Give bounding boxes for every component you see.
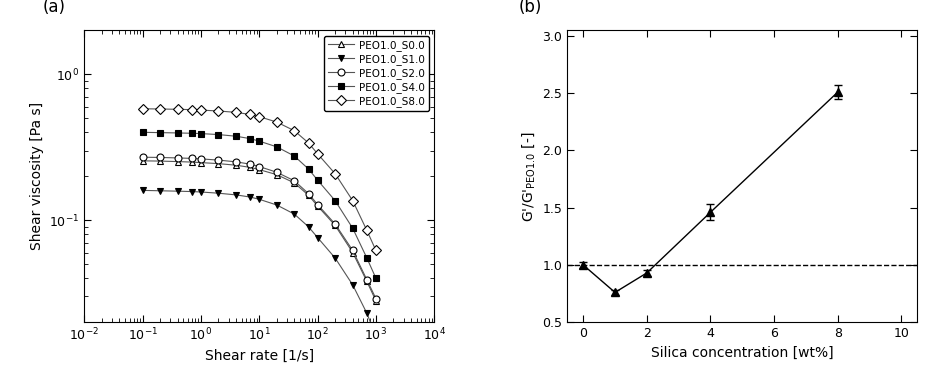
PEO1.0_S1.0	[347, 283, 358, 287]
PEO1.0_S0.0	[312, 204, 323, 208]
PEO1.0_S1.0	[230, 193, 241, 197]
PEO1.0_S4.0	[303, 167, 314, 171]
Legend: PEO1.0_S0.0, PEO1.0_S1.0, PEO1.0_S2.0, PEO1.0_S4.0, PEO1.0_S8.0: PEO1.0_S0.0, PEO1.0_S1.0, PEO1.0_S2.0, P…	[324, 36, 429, 111]
PEO1.0_S1.0	[172, 189, 183, 193]
PEO1.0_S8.0	[154, 107, 166, 111]
PEO1.0_S1.0	[329, 256, 341, 260]
Line: PEO1.0_S1.0: PEO1.0_S1.0	[139, 187, 379, 340]
PEO1.0_S1.0	[371, 334, 382, 338]
PEO1.0_S8.0	[361, 228, 373, 233]
PEO1.0_S8.0	[271, 120, 283, 124]
PEO1.0_S2.0	[271, 170, 283, 174]
PEO1.0_S4.0	[154, 130, 166, 135]
PEO1.0_S0.0	[186, 160, 197, 164]
PEO1.0_S4.0	[361, 256, 373, 260]
PEO1.0_S4.0	[271, 144, 283, 149]
PEO1.0_S4.0	[186, 131, 197, 136]
PEO1.0_S8.0	[312, 152, 323, 156]
PEO1.0_S4.0	[230, 134, 241, 138]
PEO1.0_S0.0	[329, 223, 341, 228]
PEO1.0_S2.0	[244, 162, 256, 166]
PEO1.0_S0.0	[212, 161, 224, 166]
PEO1.0_S2.0	[303, 191, 314, 196]
PEO1.0_S2.0	[312, 202, 323, 207]
PEO1.0_S1.0	[196, 190, 207, 194]
PEO1.0_S0.0	[137, 158, 148, 163]
PEO1.0_S8.0	[244, 112, 256, 117]
Line: PEO1.0_S0.0: PEO1.0_S0.0	[139, 157, 379, 304]
PEO1.0_S0.0	[288, 181, 300, 185]
PEO1.0_S4.0	[288, 154, 300, 158]
PEO1.0_S8.0	[347, 198, 358, 203]
PEO1.0_S8.0	[329, 171, 341, 176]
X-axis label: Silica concentration [wt%]: Silica concentration [wt%]	[651, 346, 834, 360]
PEO1.0_S1.0	[212, 191, 224, 196]
PEO1.0_S1.0	[288, 212, 300, 216]
PEO1.0_S2.0	[172, 156, 183, 160]
PEO1.0_S8.0	[172, 107, 183, 111]
PEO1.0_S0.0	[371, 299, 382, 303]
PEO1.0_S2.0	[154, 155, 166, 160]
PEO1.0_S2.0	[230, 160, 241, 164]
PEO1.0_S4.0	[244, 136, 256, 141]
PEO1.0_S1.0	[271, 203, 283, 207]
PEO1.0_S1.0	[154, 188, 166, 193]
PEO1.0_S0.0	[154, 159, 166, 163]
PEO1.0_S1.0	[312, 235, 323, 240]
PEO1.0_S1.0	[186, 189, 197, 194]
PEO1.0_S4.0	[172, 131, 183, 135]
PEO1.0_S0.0	[361, 279, 373, 284]
PEO1.0_S1.0	[244, 195, 256, 199]
PEO1.0_S1.0	[361, 311, 373, 316]
PEO1.0_S2.0	[371, 296, 382, 301]
PEO1.0_S2.0	[186, 156, 197, 161]
Y-axis label: Shear viscosity [Pa s]: Shear viscosity [Pa s]	[30, 102, 44, 250]
Text: (a): (a)	[42, 0, 66, 16]
PEO1.0_S0.0	[244, 165, 256, 170]
PEO1.0_S2.0	[196, 157, 207, 161]
PEO1.0_S8.0	[303, 141, 314, 145]
PEO1.0_S8.0	[254, 114, 265, 119]
PEO1.0_S2.0	[254, 164, 265, 169]
PEO1.0_S4.0	[371, 276, 382, 280]
PEO1.0_S1.0	[254, 197, 265, 202]
PEO1.0_S8.0	[137, 106, 148, 111]
X-axis label: Shear rate [1/s]: Shear rate [1/s]	[205, 349, 314, 363]
PEO1.0_S8.0	[371, 248, 382, 253]
PEO1.0_S0.0	[172, 159, 183, 164]
PEO1.0_S8.0	[186, 107, 197, 112]
PEO1.0_S4.0	[312, 178, 323, 182]
PEO1.0_S4.0	[254, 139, 265, 143]
PEO1.0_S0.0	[230, 163, 241, 168]
PEO1.0_S0.0	[271, 172, 283, 177]
PEO1.0_S8.0	[230, 110, 241, 114]
Y-axis label: G'/G'$_{\mathregular{PEO1.0}}$ [-]: G'/G'$_{\mathregular{PEO1.0}}$ [-]	[520, 131, 537, 221]
PEO1.0_S4.0	[137, 130, 148, 135]
PEO1.0_S2.0	[347, 248, 358, 253]
PEO1.0_S2.0	[329, 222, 341, 226]
PEO1.0_S8.0	[288, 128, 300, 133]
PEO1.0_S1.0	[137, 188, 148, 193]
Line: PEO1.0_S2.0: PEO1.0_S2.0	[139, 154, 379, 302]
PEO1.0_S0.0	[254, 168, 265, 172]
PEO1.0_S8.0	[212, 109, 224, 113]
PEO1.0_S2.0	[288, 179, 300, 183]
Line: PEO1.0_S4.0: PEO1.0_S4.0	[139, 129, 379, 282]
PEO1.0_S0.0	[196, 160, 207, 165]
Line: PEO1.0_S8.0: PEO1.0_S8.0	[139, 105, 379, 254]
PEO1.0_S2.0	[212, 158, 224, 162]
PEO1.0_S2.0	[361, 277, 373, 282]
PEO1.0_S4.0	[329, 198, 341, 203]
PEO1.0_S4.0	[347, 226, 358, 230]
PEO1.0_S0.0	[303, 193, 314, 197]
PEO1.0_S8.0	[196, 108, 207, 112]
PEO1.0_S1.0	[303, 225, 314, 229]
PEO1.0_S4.0	[196, 131, 207, 136]
PEO1.0_S4.0	[212, 132, 224, 137]
PEO1.0_S2.0	[137, 155, 148, 160]
PEO1.0_S0.0	[347, 250, 358, 255]
Text: (b): (b)	[519, 0, 542, 16]
